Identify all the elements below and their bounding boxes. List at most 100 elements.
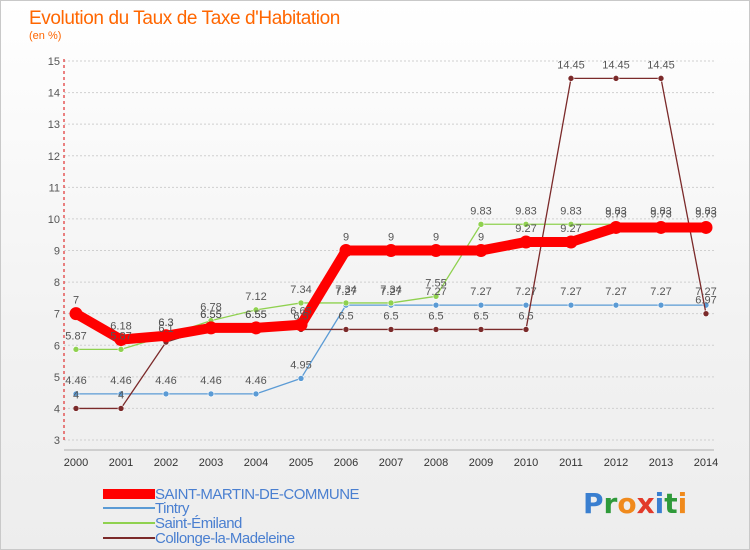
data-label: 14.45 [647, 59, 675, 71]
series-point-0 [609, 220, 623, 234]
series-point-2 [117, 346, 125, 353]
data-label: 4 [73, 389, 79, 401]
legend-label: SAINT-MARTIN-DE-COMMUNE [155, 485, 360, 503]
x-tick-label: 2001 [109, 457, 133, 469]
data-label: 4.46 [245, 375, 266, 387]
data-label: 14.45 [557, 59, 585, 71]
series-point-3 [522, 326, 530, 333]
x-tick-label: 2009 [469, 457, 493, 469]
y-tick-label: 11 [49, 182, 60, 194]
data-label: 4 [118, 389, 124, 401]
data-label: 6.3 [158, 317, 173, 329]
proxiti-logo: Proxiti [583, 487, 688, 520]
data-label: 4.46 [110, 375, 131, 387]
data-label: 6.55 [245, 309, 266, 321]
series-point-0 [429, 244, 443, 257]
series-point-3 [657, 75, 665, 82]
data-label: 6.97 [695, 295, 716, 307]
series-point-1 [72, 390, 80, 398]
data-label: 7.12 [245, 291, 266, 303]
data-label: 6.55 [200, 309, 221, 321]
data-label: 7.27 [470, 286, 491, 298]
data-label: 9 [388, 232, 394, 244]
data-label: 6.1 [158, 323, 173, 335]
series-point-1 [297, 375, 305, 382]
series-point-3 [612, 75, 620, 82]
data-label: 7.27 [380, 286, 401, 298]
data-label: 9.73 [695, 208, 716, 220]
y-tick-label: 10 [48, 214, 60, 226]
data-label: 4.95 [290, 359, 311, 371]
x-tick-label: 2011 [559, 457, 583, 469]
data-label: 7.27 [605, 286, 626, 298]
legend-item-saint-emiland: Saint-Émiland [103, 514, 246, 532]
y-tick-label: 14 [48, 88, 60, 100]
data-label: 5.87 [65, 330, 86, 342]
data-label: 6.55 [245, 309, 266, 321]
data-label: 9.73 [650, 208, 671, 220]
series-point-2 [297, 299, 305, 307]
series-point-0 [204, 321, 218, 335]
data-label: 6.55 [200, 309, 221, 321]
data-label: 9 [343, 232, 349, 244]
x-tick-label: 2002 [154, 457, 178, 469]
y-tick-label: 15 [48, 56, 60, 68]
data-label: 7.34 [380, 284, 401, 296]
data-label: 9.83 [605, 205, 626, 217]
data-label: 7 [73, 295, 79, 307]
legend-label: Saint-Émiland [155, 514, 242, 532]
y-axis-unit: (en %) [29, 30, 62, 42]
y-tick-label: 13 [48, 119, 60, 131]
series-point-0 [474, 244, 488, 257]
series-point-1 [252, 390, 260, 398]
data-label: 9.83 [470, 205, 491, 217]
data-label: 9.27 [515, 223, 536, 235]
series-point-1 [162, 390, 170, 398]
legend-label: Tintry [155, 499, 189, 517]
legend-swatch [103, 522, 155, 524]
data-label: 7.27 [515, 286, 536, 298]
data-label: 6.65 [290, 306, 311, 318]
data-label: 7.34 [290, 284, 311, 296]
series-point-3 [72, 405, 80, 412]
y-tick-label: 12 [48, 151, 60, 163]
series-point-0 [564, 235, 578, 249]
data-label: 5.87 [110, 330, 131, 342]
x-tick-label: 2006 [334, 457, 358, 469]
series-point-1 [522, 301, 530, 309]
series-point-0 [699, 220, 713, 234]
series-point-3 [117, 405, 125, 412]
series-point-0 [249, 321, 263, 335]
x-tick-label: 2013 [649, 457, 673, 469]
data-label: 9.83 [650, 205, 671, 217]
x-tick-label: 2012 [604, 457, 628, 469]
y-tick-label: 4 [54, 403, 60, 415]
series-point-1 [432, 301, 440, 309]
data-label: 7.27 [650, 286, 671, 298]
series-point-2 [477, 220, 485, 228]
series-point-0 [114, 333, 128, 347]
series-point-3 [342, 326, 350, 333]
data-label: 7.55 [425, 277, 446, 289]
y-tick-label: 9 [54, 246, 60, 258]
series-point-0 [294, 318, 308, 332]
series-point-2 [567, 220, 575, 228]
data-label: 9.83 [695, 205, 716, 217]
data-label: 9 [478, 232, 484, 244]
series-point-1 [117, 390, 125, 398]
data-label: 14.45 [602, 59, 630, 71]
series-point-3 [567, 75, 575, 82]
series-point-2 [387, 299, 395, 307]
data-label: 9.27 [560, 223, 581, 235]
data-label: 6.5 [383, 310, 398, 322]
data-label: 6.5 [428, 310, 443, 322]
series-point-0 [339, 244, 353, 257]
series-point-1 [567, 301, 575, 309]
series-point-2 [252, 306, 260, 314]
series-point-1 [207, 390, 215, 398]
y-tick-label: 6 [54, 340, 60, 352]
legend-item-collonge: Collonge-la-Madeleine [103, 530, 299, 547]
series-point-1 [612, 301, 620, 309]
